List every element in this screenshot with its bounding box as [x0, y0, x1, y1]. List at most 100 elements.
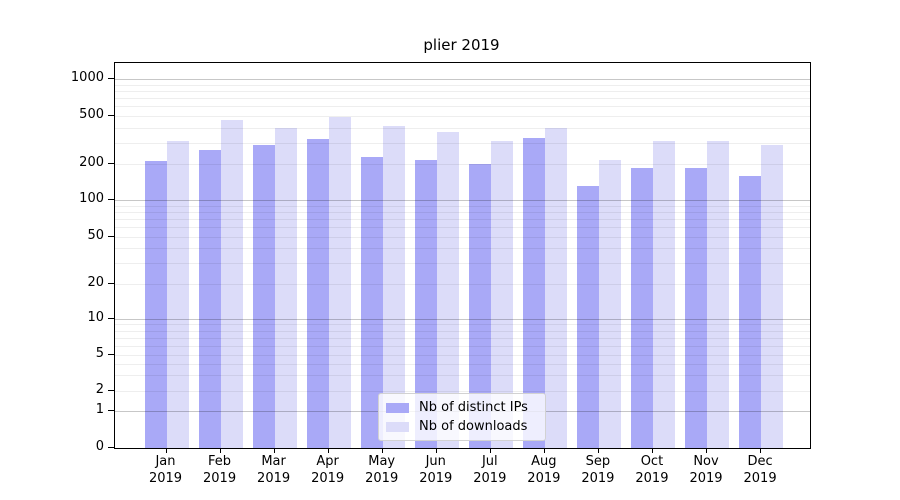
y-tick-label: 1000 [70, 70, 104, 85]
x-tick-mark [651, 448, 653, 453]
y-tick-mark [108, 199, 114, 200]
bar-feb-distinct-ips [198, 150, 221, 448]
gridline-minor [115, 337, 810, 339]
gridline-minor [115, 211, 810, 213]
y-tick-mark [108, 354, 114, 355]
y-tick-mark [108, 78, 114, 79]
x-tick-label: Sep 2019 [581, 454, 615, 486]
gridline-minor [115, 263, 810, 265]
legend-label-downloads: Nb of downloads [419, 419, 528, 434]
gridline-minor [115, 284, 810, 285]
x-tick-mark [273, 448, 275, 453]
gridline-minor [115, 237, 810, 238]
x-tick-mark [706, 448, 707, 453]
gridline-minor [115, 345, 810, 347]
y-tick-mark [108, 318, 114, 319]
legend: Nb of distinct IPs Nb of downloads [378, 393, 546, 441]
gridline-minor [115, 219, 810, 221]
y-tick-mark [108, 410, 114, 411]
bar-aug-distinct-ips [522, 137, 545, 448]
y-tick-label: 500 [79, 107, 104, 122]
x-tick-mark [543, 448, 545, 453]
legend-swatch-distinct-ips-icon [386, 402, 409, 413]
gridline-minor [115, 205, 810, 207]
y-tick-label: 10 [87, 310, 104, 325]
gridline-minor [115, 391, 810, 392]
x-tick-label: Jul 2019 [473, 454, 507, 486]
gridline-minor [115, 127, 810, 129]
y-tick-label: 1 [95, 402, 104, 417]
x-tick-label: Nov 2019 [689, 454, 723, 486]
y-tick-label: 50 [87, 228, 104, 243]
gridline-minor [115, 227, 810, 229]
x-tick-mark [489, 448, 491, 453]
bar-jun-distinct-ips [414, 160, 437, 448]
gridline-minor [115, 106, 810, 108]
legend-row: Nb of downloads [386, 417, 538, 436]
legend-row: Nb of distinct IPs [386, 398, 538, 417]
gridline-major [115, 79, 810, 80]
y-tick-label: 0 [95, 439, 104, 454]
x-tick-mark [597, 448, 599, 453]
x-tick-label: Oct 2019 [635, 454, 669, 486]
x-tick-mark [760, 448, 762, 453]
x-tick-label: Jan 2019 [148, 454, 183, 486]
bar-jun-downloads [436, 131, 459, 448]
y-tick-label: 5 [95, 346, 104, 361]
x-tick-label: Jun 2019 [419, 454, 453, 486]
bar-mar-distinct-ips [252, 145, 275, 448]
y-tick-mark [108, 163, 114, 164]
bar-oct-downloads [652, 140, 675, 448]
legend-label-distinct-ips: Nb of distinct IPs [419, 400, 528, 415]
y-tick-label: 200 [79, 155, 104, 170]
chart-title: plier 2019 [423, 36, 500, 54]
bar-mar-downloads [274, 128, 297, 448]
x-tick-mark [435, 448, 437, 453]
bar-sep-distinct-ips [576, 186, 599, 448]
bar-oct-distinct-ips [630, 168, 653, 448]
legend-swatch-downloads-icon [386, 421, 409, 432]
bar-feb-downloads [220, 120, 243, 448]
y-tick-mark [108, 447, 114, 448]
bar-jan-distinct-ips [144, 161, 167, 448]
x-tick-label: Dec 2019 [743, 454, 777, 486]
gridline-minor [115, 84, 810, 86]
gridline-minor [115, 330, 810, 332]
x-tick-label: Aug 2019 [527, 454, 561, 486]
bar-apr-distinct-ips [306, 138, 329, 448]
x-tick-mark [165, 448, 167, 453]
x-tick-mark [219, 448, 221, 453]
bar-may-downloads [382, 126, 405, 448]
gridline-minor [115, 375, 810, 377]
x-tick-mark [327, 448, 329, 453]
bar-nov-distinct-ips [685, 168, 707, 448]
bar-jul-distinct-ips [468, 164, 491, 448]
gridline-minor [115, 164, 810, 165]
plot-area [114, 62, 811, 449]
gridline-minor [115, 116, 810, 117]
bar-apr-downloads [328, 116, 351, 448]
gridline-minor [115, 98, 810, 100]
bar-dec-downloads [761, 145, 784, 448]
gridline-major [115, 319, 810, 320]
gridline-major [115, 200, 810, 201]
x-tick-label: Apr 2019 [311, 454, 345, 486]
y-tick-label: 100 [79, 191, 104, 206]
x-tick-mark [381, 448, 383, 453]
y-tick-label: 2 [95, 382, 104, 397]
gridline-minor [115, 355, 810, 356]
bar-jan-downloads [166, 141, 189, 448]
gridline-minor [115, 324, 810, 326]
x-tick-label: Mar 2019 [257, 454, 291, 486]
bar-nov-downloads [707, 141, 729, 448]
bar-aug-downloads [544, 128, 567, 448]
gridline-minor [115, 248, 810, 250]
y-tick-mark [108, 236, 114, 237]
bar-sep-downloads [598, 160, 621, 448]
bar-jul-downloads [490, 141, 513, 448]
x-tick-label: May 2019 [365, 454, 399, 486]
gridline-minor [115, 363, 810, 365]
bar-may-distinct-ips [360, 156, 383, 448]
y-tick-mark [108, 283, 114, 284]
